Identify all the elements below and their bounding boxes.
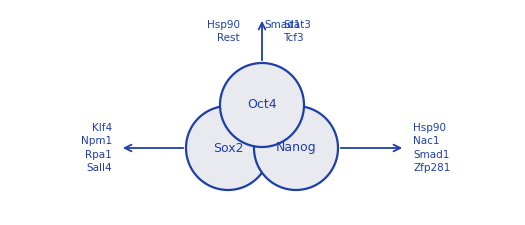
Text: Stat3
Tcf3: Stat3 Tcf3 [283,20,311,43]
Text: Oct4: Oct4 [247,99,277,112]
Text: Smad1: Smad1 [264,20,300,30]
Circle shape [220,63,304,147]
Text: Sox2: Sox2 [213,142,243,155]
Text: Nanog: Nanog [276,142,316,155]
Circle shape [186,106,270,190]
Circle shape [254,106,338,190]
Text: Hsp90
Nac1
Smad1
Zfp281: Hsp90 Nac1 Smad1 Zfp281 [413,123,450,173]
Text: Hsp90
Rest: Hsp90 Rest [207,20,240,43]
Text: Klf4
Npm1
Rpa1
Sall4: Klf4 Npm1 Rpa1 Sall4 [81,123,112,173]
